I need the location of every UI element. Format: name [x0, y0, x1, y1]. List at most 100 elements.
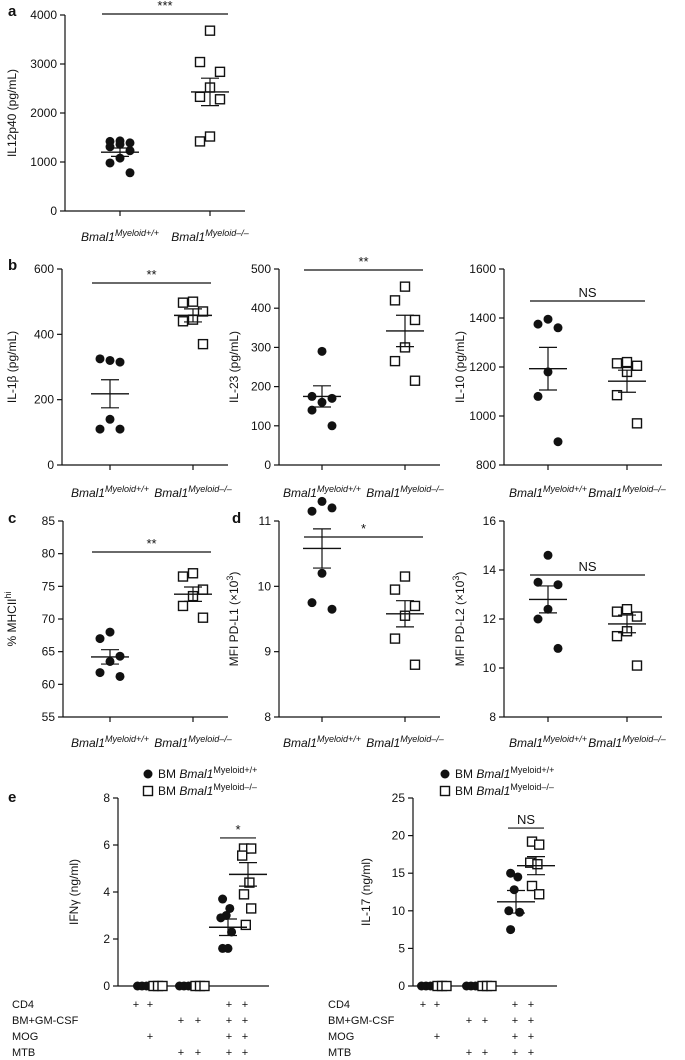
group-label: Bmal1Myeloid–/–: [366, 734, 445, 750]
group-label: Bmal1Myeloid–/–: [154, 734, 233, 750]
group-label-gene: Bmal1: [154, 486, 188, 500]
panel-d-pdl2: 8 10 12 14 16 MFI PD-L2 (×103) Bmal1Myeloid+/+…: [451, 514, 667, 750]
group-label-genotype: Myeloid+/+: [105, 484, 149, 494]
group-label-genotype: Myeloid–/–: [400, 484, 445, 494]
y-tick-label: 200: [251, 380, 271, 394]
data-point: [409, 375, 421, 386]
condition-mark: +: [434, 1031, 440, 1043]
condition-label: MOG: [12, 1031, 38, 1043]
data-point: [409, 314, 421, 326]
condition-mark: +: [226, 1031, 232, 1043]
y-axis-label-text: IL-10 (pg/mL): [453, 331, 467, 403]
group-label-genotype: Myeloid–/–: [622, 734, 667, 744]
group-label: Bmal1Myeloid+/+: [81, 228, 159, 244]
condition-mark: +: [420, 999, 426, 1011]
y-tick-label: 2: [103, 932, 110, 946]
group-label-genotype: Myeloid+/+: [543, 484, 587, 494]
y-axis-label: MFI PD-L1 (×103): [225, 572, 241, 667]
y-tick-label: 15: [392, 866, 406, 880]
y-tick-label: 600: [34, 262, 54, 276]
y-tick-label: 0: [47, 458, 54, 472]
panel-letter: d: [232, 510, 241, 527]
data-point: [177, 571, 189, 582]
condition-mark: +: [226, 1015, 232, 1027]
data-point: [621, 604, 633, 615]
condition-mark: +: [482, 1015, 488, 1027]
data-point: [307, 405, 317, 415]
data-point: [533, 319, 543, 329]
significance-label: *: [361, 521, 366, 536]
condition-mark: +: [226, 1047, 232, 1059]
condition-mark: +: [147, 999, 153, 1011]
data-point: [317, 568, 327, 578]
panel-letter: e: [8, 789, 16, 806]
data-point: [95, 668, 105, 678]
data-point: [223, 943, 233, 953]
y-tick-label: 11: [259, 514, 272, 528]
significance-label: NS: [578, 285, 596, 300]
data-point: [611, 358, 623, 369]
data-point: [389, 584, 401, 595]
y-axis-label-text: IL-23 (pg/mL): [227, 331, 241, 403]
data-point: [307, 506, 317, 516]
data-point: [611, 630, 623, 642]
significance-label: NS: [517, 812, 535, 827]
condition-mark: +: [195, 1015, 201, 1027]
y-axis-label: IL12p40 (pg/mL): [5, 69, 19, 157]
y-tick-label: 14: [483, 563, 497, 577]
significance-label: *: [235, 822, 240, 837]
condition-mark: +: [482, 1047, 488, 1059]
data-point: [157, 980, 168, 992]
group-label-gene: Bmal1: [588, 736, 622, 750]
data-point: [611, 389, 623, 401]
group-label: Bmal1Myeloid+/+: [509, 484, 587, 500]
data-point: [95, 424, 105, 434]
data-point: [513, 872, 523, 882]
y-tick-label: 65: [42, 645, 56, 659]
data-point: [194, 136, 206, 147]
data-point: [317, 496, 327, 506]
y-tick-label: 800: [476, 458, 496, 472]
y-axis-label-text: MFI PD-L2 (×10: [453, 580, 467, 666]
legend-prefix: BM: [158, 767, 179, 781]
y-tick-label: 0: [264, 458, 271, 472]
y-tick-label: 100: [251, 419, 271, 433]
condition-label: MOG: [328, 1031, 354, 1043]
y-axis-label-text: MFI PD-L1 (×10: [227, 580, 241, 666]
y-axis-label: IL-17 (ng/ml): [359, 858, 373, 926]
data-point: [399, 571, 411, 582]
y-axis-label-text: IL-1β (pg/mL): [5, 331, 19, 403]
data-point: [216, 913, 226, 923]
data-point: [533, 577, 543, 587]
y-axis-label-tail: ): [227, 572, 241, 576]
group-label-genotype: Myeloid–/–: [400, 734, 445, 744]
y-tick-label: 400: [251, 301, 271, 315]
legend-marker: [142, 785, 154, 797]
data-point: [441, 980, 452, 992]
y-tick-label: 6: [103, 838, 110, 852]
data-point: [327, 421, 337, 431]
data-point: [95, 354, 105, 364]
group-label-gene: Bmal1: [588, 486, 622, 500]
data-point: [225, 903, 235, 913]
data-point: [506, 925, 516, 935]
group-label-genotype: Myeloid–/–: [622, 484, 667, 494]
y-tick-label: 0: [103, 979, 110, 993]
y-tick-label: 25: [392, 791, 406, 805]
condition-label: MTB: [328, 1047, 351, 1059]
data-point: [611, 606, 623, 617]
legend-genotype: Myeloid–/–: [213, 782, 257, 792]
data-point: [389, 355, 401, 367]
data-point: [187, 296, 199, 307]
y-tick-label: 1600: [469, 262, 496, 276]
data-point: [509, 885, 519, 895]
panel-letter: c: [8, 510, 16, 527]
y-tick-label: 9: [264, 645, 271, 659]
y-axis-label-text: IL-17 (ng/ml): [359, 858, 373, 926]
data-point: [534, 839, 545, 850]
group-label-gene: Bmal1: [509, 486, 543, 500]
group-label: Bmal1Myeloid–/–: [366, 484, 445, 500]
